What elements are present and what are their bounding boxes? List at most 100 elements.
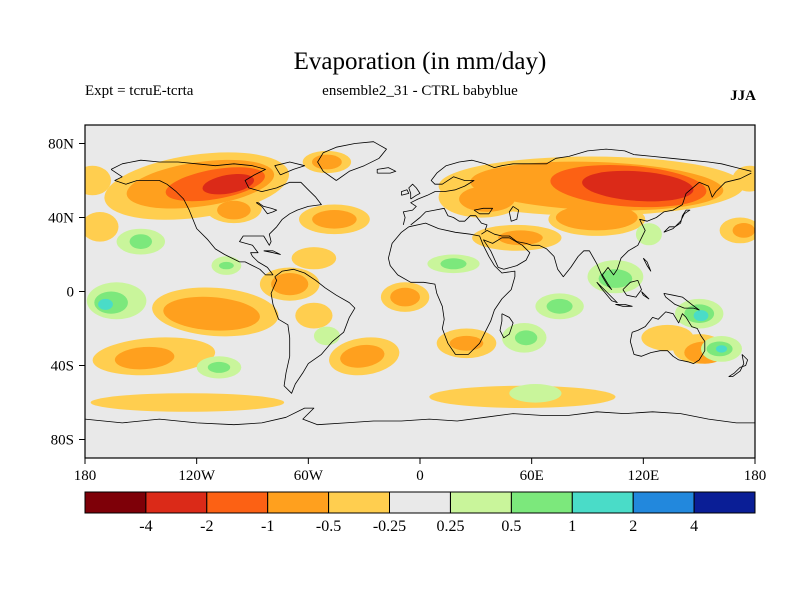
chart-title: Evaporation (in mm/day) (294, 48, 547, 75)
colorbar-segment (206, 491, 269, 514)
anomaly-region (340, 344, 385, 368)
anomaly-region (90, 393, 285, 412)
experiment-label: Expt = tcruE-tcrta (85, 83, 194, 99)
colorbar-segment (632, 491, 695, 514)
coastline (473, 207, 494, 215)
lon-tick-label: 60W (294, 468, 324, 484)
chart-subtitle: ensemble2_31 - CTRL babyblue (322, 83, 518, 99)
coastline (402, 148, 752, 225)
colorbar-segment (328, 491, 391, 514)
lon-tick-label: 120W (178, 468, 216, 484)
lon-tick-label: 180 (744, 468, 767, 484)
anomaly-region (555, 204, 638, 231)
anomaly-region (85, 212, 119, 242)
lat-tick-label: 80N (48, 137, 74, 153)
coastline (110, 159, 322, 276)
anomaly-region (313, 326, 340, 346)
lon-tick-label: 0 (416, 468, 424, 484)
colorbar-tick-label: -4 (139, 518, 152, 535)
anomaly-region (440, 258, 467, 270)
colorbar-segment (571, 491, 634, 514)
colorbar-tick-label: -0.25 (373, 518, 406, 535)
colorbar-segment (450, 491, 512, 514)
anomaly-region (509, 384, 562, 403)
coastline (482, 237, 531, 270)
anomaly-region (715, 345, 728, 353)
coastline (400, 189, 410, 196)
anomaly-region (312, 154, 342, 170)
anomaly-region (207, 361, 231, 373)
anomaly-region (163, 296, 260, 331)
coastline (263, 250, 281, 255)
anomaly-region (732, 165, 755, 192)
coastline (499, 313, 514, 339)
coastline (508, 206, 519, 222)
coastline (410, 207, 488, 231)
colorbar-tick-label: 4 (690, 518, 698, 535)
anomaly-region (582, 170, 694, 202)
coastline (481, 172, 752, 291)
season-label: JJA (730, 88, 756, 104)
lon-tick-label: 60E (520, 468, 544, 484)
coastline (376, 167, 397, 174)
coastline (728, 354, 748, 378)
colorbar-segment (84, 491, 147, 514)
coastline (408, 183, 421, 200)
anomaly-region (514, 330, 538, 346)
coastline (85, 407, 755, 426)
anomaly-region (129, 234, 152, 250)
coastline (622, 279, 642, 298)
anomaly-region (546, 298, 573, 314)
colorbar-tick-label: -1 (261, 518, 274, 535)
anomaly-region (459, 186, 515, 212)
anomaly-region (85, 165, 111, 196)
anomaly-region (271, 273, 309, 296)
map-axes: 80N 40N 0 40S 80S 180 120W 60W 0 60E 120E 180 (48, 137, 766, 485)
anomaly-region (449, 335, 484, 351)
anomaly-region (732, 223, 755, 238)
colorbar-segment (693, 491, 756, 514)
lon-tick-label: 180 (74, 468, 97, 484)
anomaly-region (693, 310, 709, 322)
world-map (84, 124, 756, 459)
colorbar-tick-label: -2 (200, 518, 213, 535)
anomaly-region (635, 223, 662, 246)
coastline (642, 257, 652, 272)
coastline (629, 311, 706, 365)
coastline (274, 161, 306, 176)
colorbar-tick-label: -0.5 (316, 518, 341, 535)
anomaly-region (217, 200, 251, 220)
coastline (255, 202, 278, 215)
coastline (596, 282, 618, 304)
anomaly-region (219, 261, 234, 270)
colorbar-tick-label: 2 (629, 518, 637, 535)
coastline (387, 222, 516, 355)
colorbar-tick-label: 1 (568, 518, 576, 535)
lat-tick-label: 0 (67, 285, 75, 301)
colorbar-segment (389, 491, 451, 514)
lat-tick-label: 80S (51, 433, 74, 449)
colorbar-tick-label: 0.25 (437, 518, 465, 535)
anomaly-region (291, 247, 337, 270)
colorbar-tick-label: 0.5 (501, 518, 521, 535)
colorbar-segment (145, 491, 208, 514)
anomaly-region (202, 173, 255, 195)
coastline (615, 303, 633, 307)
coastline (663, 293, 700, 311)
anomaly-region (98, 298, 113, 310)
coastline (270, 268, 356, 394)
lon-tick-label: 120E (627, 468, 659, 484)
anomaly-region (114, 346, 175, 370)
coastline (663, 209, 691, 233)
anomaly-field (85, 141, 755, 426)
anomaly-region (295, 302, 333, 329)
anomaly-region (498, 230, 543, 246)
colorbar: -4 -2 -1 -0.5 -0.25 0.25 0.5 1 2 4 (84, 491, 756, 535)
coastline (317, 141, 387, 181)
coastline (641, 291, 650, 300)
colorbar-segment (510, 491, 573, 514)
anomaly-region (598, 269, 633, 288)
anomaly-region (390, 287, 420, 307)
lat-tick-label: 40S (51, 359, 74, 375)
